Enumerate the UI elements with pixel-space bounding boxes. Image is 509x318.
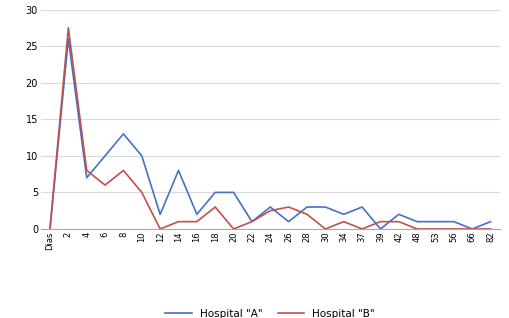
Hospital "B"	[175, 220, 181, 224]
Hospital "A"	[377, 227, 383, 231]
Hospital "B"	[358, 227, 364, 231]
Hospital "A"	[468, 227, 474, 231]
Hospital "B"	[377, 220, 383, 224]
Hospital "B"	[47, 227, 53, 231]
Hospital "A"	[175, 169, 181, 172]
Hospital "B"	[468, 227, 474, 231]
Hospital "A"	[157, 212, 163, 216]
Hospital "A"	[358, 205, 364, 209]
Hospital "A"	[102, 154, 108, 158]
Hospital "A"	[450, 220, 456, 224]
Hospital "B"	[65, 26, 71, 30]
Hospital "B"	[267, 209, 273, 212]
Hospital "A"	[340, 212, 346, 216]
Hospital "A"	[47, 227, 53, 231]
Hospital "B"	[83, 169, 90, 172]
Hospital "A"	[212, 190, 218, 194]
Hospital "B"	[395, 220, 401, 224]
Hospital "B"	[450, 227, 456, 231]
Hospital "B"	[102, 183, 108, 187]
Hospital "A"	[120, 132, 126, 136]
Hospital "A"	[193, 212, 200, 216]
Hospital "B"	[340, 220, 346, 224]
Hospital "B"	[193, 220, 200, 224]
Hospital "A"	[322, 205, 328, 209]
Hospital "B"	[212, 205, 218, 209]
Hospital "B"	[413, 227, 419, 231]
Hospital "B"	[138, 190, 145, 194]
Hospital "B"	[432, 227, 438, 231]
Hospital "A"	[138, 154, 145, 158]
Line: Hospital "A": Hospital "A"	[50, 39, 490, 229]
Hospital "A"	[230, 190, 236, 194]
Hospital "A"	[432, 220, 438, 224]
Line: Hospital "B": Hospital "B"	[50, 28, 490, 229]
Hospital "B"	[487, 227, 493, 231]
Hospital "B"	[285, 205, 291, 209]
Hospital "B"	[322, 227, 328, 231]
Hospital "A"	[83, 176, 90, 180]
Hospital "B"	[157, 227, 163, 231]
Legend: Hospital "A", Hospital "B": Hospital "A", Hospital "B"	[161, 304, 379, 318]
Hospital "A"	[248, 220, 254, 224]
Hospital "B"	[303, 212, 309, 216]
Hospital "A"	[413, 220, 419, 224]
Hospital "A"	[487, 220, 493, 224]
Hospital "B"	[120, 169, 126, 172]
Hospital "B"	[248, 220, 254, 224]
Hospital "A"	[65, 37, 71, 41]
Hospital "A"	[267, 205, 273, 209]
Hospital "A"	[303, 205, 309, 209]
Hospital "B"	[230, 227, 236, 231]
Hospital "A"	[285, 220, 291, 224]
Hospital "A"	[395, 212, 401, 216]
